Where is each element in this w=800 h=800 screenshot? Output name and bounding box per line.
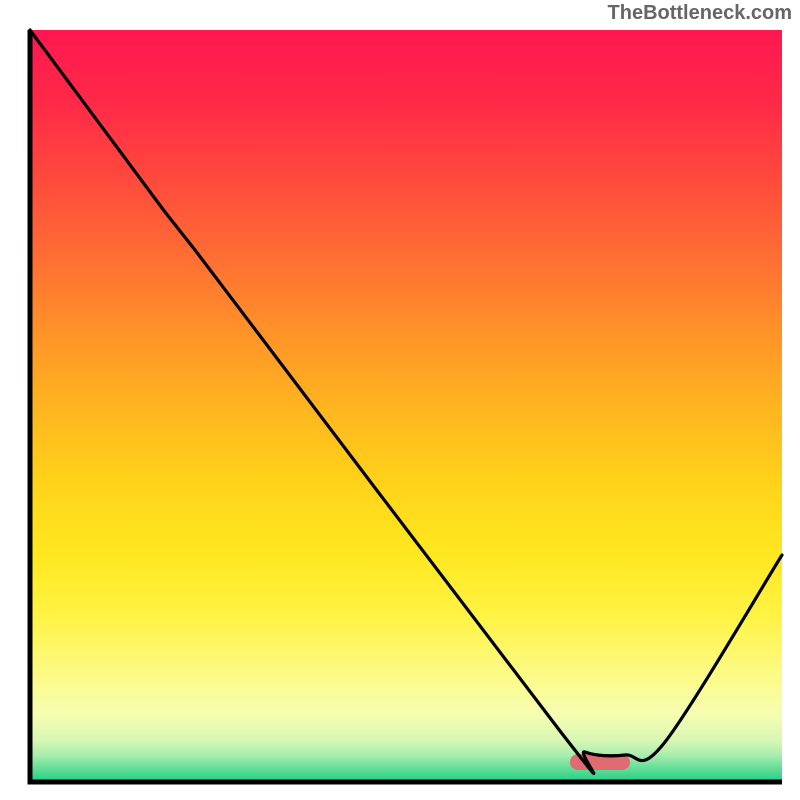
watermark-text: TheBottleneck.com xyxy=(608,2,792,25)
gradient-background xyxy=(30,30,782,782)
chart-svg xyxy=(0,0,800,800)
chart-container: TheBottleneck.com xyxy=(0,0,800,800)
